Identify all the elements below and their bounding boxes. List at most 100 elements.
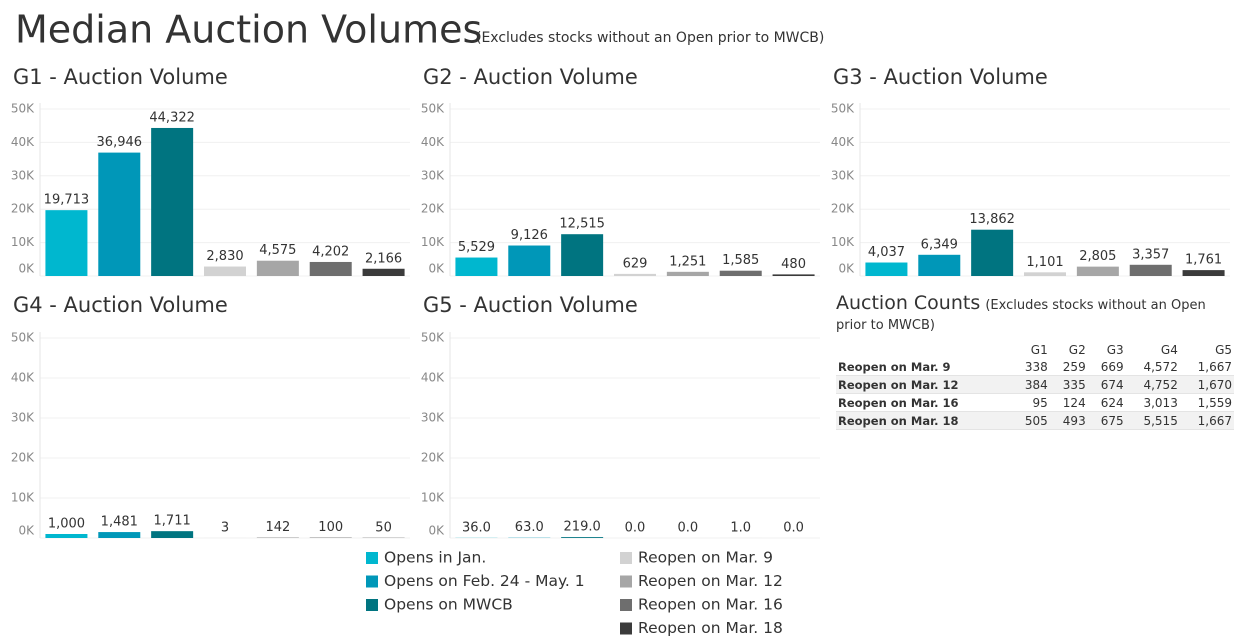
y-tick-label: 40K bbox=[421, 371, 445, 385]
cell: 5,515 bbox=[1125, 411, 1180, 430]
chart-title: G3 - Auction Volume bbox=[833, 65, 1048, 89]
row-label: Reopen on Mar. 18 bbox=[836, 411, 1012, 430]
legend-swatch bbox=[620, 599, 632, 611]
y-tick-label: 30K bbox=[11, 411, 35, 425]
y-tick-label: 50K bbox=[831, 102, 855, 116]
bar bbox=[151, 127, 194, 276]
legend-swatch bbox=[620, 552, 632, 564]
y-tick-label: 40K bbox=[11, 135, 35, 149]
legend-swatch bbox=[366, 599, 378, 611]
cell: 1,559 bbox=[1179, 393, 1234, 412]
value-label: 142 bbox=[265, 520, 290, 535]
value-label: 1,481 bbox=[101, 515, 138, 530]
y-tick-label: 40K bbox=[11, 371, 35, 385]
bar bbox=[772, 274, 815, 276]
chart-title: G5 - Auction Volume bbox=[423, 293, 638, 317]
value-label: 4,037 bbox=[868, 245, 905, 260]
table-row: Reopen on Mar. 12 384 335 674 4,752 1,670 bbox=[836, 375, 1234, 394]
y-tick-label: 30K bbox=[421, 168, 445, 182]
table-row: Reopen on Mar. 16 95 124 624 3,013 1,559 bbox=[836, 393, 1234, 412]
y-tick-label: 50K bbox=[421, 102, 445, 116]
y-tick-label: 30K bbox=[421, 411, 445, 425]
value-label: 1,761 bbox=[1185, 253, 1222, 268]
legend-swatch bbox=[366, 552, 378, 564]
y-tick-label: 20K bbox=[831, 202, 855, 216]
column-header: G1 bbox=[1030, 342, 1048, 357]
table-row: Reopen on Mar. 9 338 259 669 4,572 1,667 bbox=[836, 358, 1234, 376]
bar bbox=[455, 257, 498, 276]
bar bbox=[1076, 266, 1119, 276]
table: G1 G2 G3 G4 G5 Reopen on Mar. 9 338 259 669 4,572… bbox=[836, 341, 1234, 430]
bar bbox=[362, 268, 405, 276]
value-label: 3 bbox=[221, 520, 229, 535]
value-label: 12,515 bbox=[559, 217, 605, 232]
value-label: 36,946 bbox=[97, 135, 143, 150]
column-header: G3 bbox=[1106, 342, 1124, 357]
value-label: 100 bbox=[318, 520, 343, 535]
table-row: Reopen on Mar. 18 505 493 675 5,515 1,667 bbox=[836, 411, 1234, 430]
value-label: 0.0 bbox=[678, 521, 699, 536]
value-label: 13,862 bbox=[969, 212, 1015, 227]
cell: 124 bbox=[1049, 393, 1088, 412]
y-tick-label: 30K bbox=[11, 168, 35, 182]
value-label: 2,805 bbox=[1079, 249, 1116, 264]
bar bbox=[204, 266, 246, 276]
y-tick-label: 10K bbox=[421, 235, 445, 249]
chart-title: G2 - Auction Volume bbox=[423, 65, 638, 89]
y-tick-label: 20K bbox=[421, 451, 445, 465]
value-label: 1,000 bbox=[48, 517, 85, 532]
legend-label: Opens on MWCB bbox=[384, 596, 513, 614]
y-tick-label: 50K bbox=[11, 331, 35, 345]
legend-label: Reopen on Mar. 9 bbox=[638, 549, 773, 567]
value-label: 0.0 bbox=[783, 521, 804, 536]
y-tick-label: 20K bbox=[421, 202, 445, 216]
bar bbox=[865, 262, 908, 276]
cell: 1,667 bbox=[1179, 358, 1234, 376]
y-tick-label: 20K bbox=[11, 451, 35, 465]
cell: 95 bbox=[1011, 393, 1050, 412]
cell: 335 bbox=[1049, 375, 1088, 394]
value-label: 1,101 bbox=[1026, 255, 1063, 270]
y-tick-label: 0K bbox=[18, 262, 35, 276]
legend-swatch bbox=[366, 575, 378, 588]
bar bbox=[1129, 264, 1172, 276]
y-tick-label: 10K bbox=[831, 235, 855, 249]
row-label: Reopen on Mar. 12 bbox=[836, 375, 1012, 394]
value-label: 9,126 bbox=[511, 228, 548, 243]
bar bbox=[45, 210, 88, 276]
cell: 675 bbox=[1087, 411, 1126, 430]
cell: 674 bbox=[1087, 375, 1126, 394]
row-label: Reopen on Mar. 16 bbox=[836, 393, 1012, 412]
value-label: 6,349 bbox=[921, 237, 958, 252]
value-label: 1,585 bbox=[722, 253, 759, 268]
cell: 1,667 bbox=[1179, 411, 1234, 430]
value-label: 1,251 bbox=[669, 254, 706, 269]
cell: 4,572 bbox=[1125, 358, 1180, 376]
cell: 493 bbox=[1049, 411, 1088, 430]
cell: 259 bbox=[1049, 358, 1088, 376]
cell: 1,670 bbox=[1179, 375, 1234, 394]
cell: 338 bbox=[1011, 358, 1050, 376]
legend-label: Opens on Feb. 24 - May. 1 bbox=[384, 572, 585, 590]
bar bbox=[614, 273, 656, 276]
table-subtitle: (Excludes stocks without an Open prior t… bbox=[836, 298, 1206, 333]
bar bbox=[1182, 270, 1225, 276]
cell: 505 bbox=[1011, 411, 1050, 430]
value-label: 36.0 bbox=[462, 520, 491, 535]
value-label: 4,575 bbox=[259, 243, 296, 258]
column-header: G5 bbox=[1215, 342, 1232, 357]
value-label: 44,322 bbox=[149, 110, 195, 125]
y-tick-label: 40K bbox=[421, 135, 445, 149]
bar bbox=[971, 229, 1014, 276]
bar bbox=[151, 531, 194, 538]
value-label: 3,357 bbox=[1132, 247, 1169, 262]
value-label: 480 bbox=[781, 257, 806, 272]
y-tick-label: 0K bbox=[428, 524, 445, 538]
column-header: G2 bbox=[1068, 342, 1086, 357]
legend-label: Reopen on Mar. 18 bbox=[638, 619, 783, 637]
y-tick-label: 10K bbox=[11, 491, 35, 505]
value-label: 4,202 bbox=[312, 244, 349, 259]
bar bbox=[508, 245, 551, 276]
value-label: 629 bbox=[623, 256, 648, 271]
